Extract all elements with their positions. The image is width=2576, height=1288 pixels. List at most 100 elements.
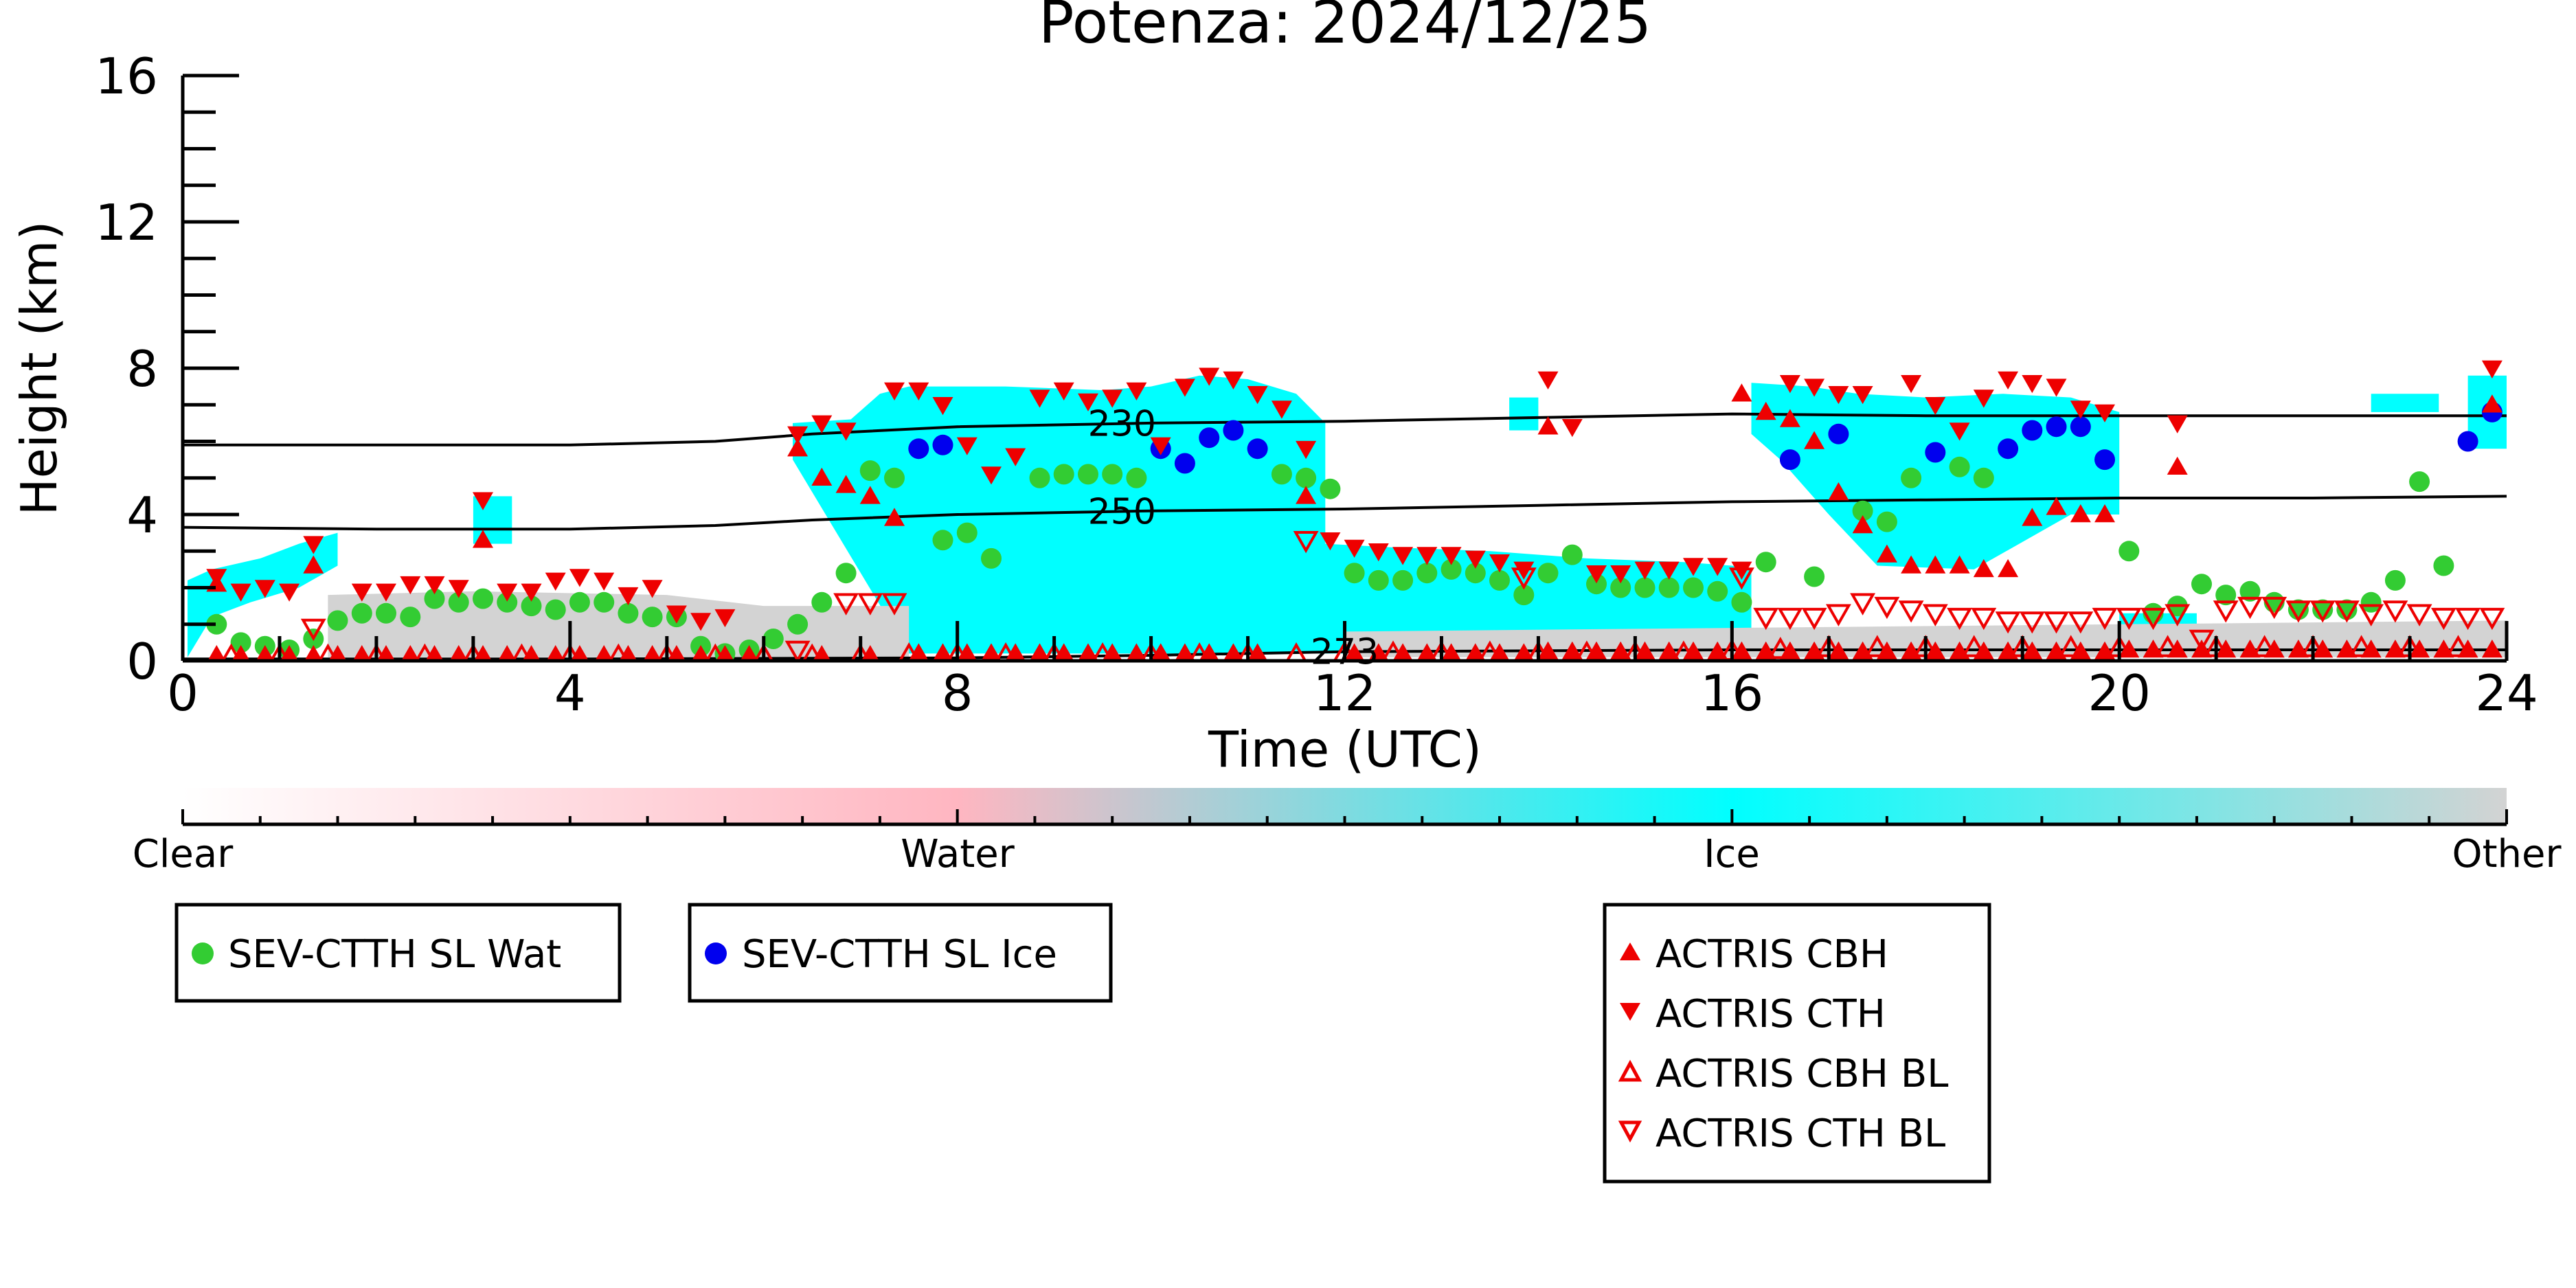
point-sev-ctth-sl-wat (1296, 467, 1317, 488)
point-actris-cth-bl (1898, 600, 1924, 623)
point-sev-ctth-sl-wat (230, 632, 251, 653)
point-actris-cbh-bl (754, 643, 774, 661)
point-actris-cbh (1126, 643, 1147, 661)
point-actris-cth (448, 580, 469, 598)
chart-title: Potenza: 2024/12/25 (1039, 0, 1651, 57)
point-actris-cth (714, 609, 736, 628)
point-actris-cth (1368, 543, 1389, 562)
point-sev-ctth-sl-ice (2046, 416, 2067, 438)
point-actris-cth (884, 382, 905, 400)
point-sev-ctth-sl-wat (351, 602, 372, 624)
point-actris-cbh (932, 643, 953, 661)
point-actris-cbh (1344, 643, 1365, 661)
point-sev-ctth-sl-wat (2384, 569, 2406, 591)
point-actris-cbh (1634, 641, 1656, 659)
point-actris-cbh-bl (1381, 640, 1405, 661)
point-actris-cth-bl (2213, 600, 2239, 623)
point-sev-ctth-sl-wat (400, 607, 421, 628)
point-actris-cth-bl (1293, 531, 1319, 554)
point-actris-cbh (595, 645, 613, 661)
point-actris-cbh (1779, 641, 1800, 659)
point-actris-cbh (1731, 641, 1752, 659)
point-actris-cth (424, 576, 445, 595)
legend-marker-sev-wat (192, 942, 214, 964)
point-actris-cbh (1199, 643, 1219, 661)
point-actris-cbh (1029, 643, 1050, 661)
point-sev-ctth-sl-ice (1199, 427, 1220, 449)
point-actris-cth-bl (2019, 611, 2045, 634)
x-tick-label: 8 (942, 664, 973, 722)
point-actris-cth (1973, 389, 1994, 408)
point-actris-cbh (1440, 643, 1462, 661)
point-actris-cth (1852, 386, 1873, 405)
point-actris-cth (981, 466, 1002, 485)
point-actris-cbh (2167, 640, 2188, 658)
point-actris-cbh (811, 467, 833, 486)
point-sev-ctth-sl-ice (908, 438, 929, 460)
point-actris-cbh-bl (947, 642, 969, 661)
region-ice (1509, 397, 1539, 431)
point-sev-ctth-sl-wat (1513, 585, 1535, 606)
point-actris-cbh (2167, 456, 2188, 475)
y-tick-label: 4 (126, 486, 158, 544)
point-actris-cth-bl (1971, 607, 1997, 631)
point-actris-cbh (1392, 643, 1413, 661)
point-actris-cth (1489, 554, 1510, 573)
point-actris-cbh (303, 555, 324, 574)
region-ice (793, 375, 1752, 654)
point-sev-ctth-sl-wat (1876, 511, 1897, 532)
point-actris-cbh-bl (850, 643, 871, 661)
point-actris-cth-bl (2237, 596, 2263, 620)
point-actris-cbh-bl (608, 643, 629, 661)
point-actris-cth (1078, 393, 1098, 411)
point-sev-ctth-sl-wat (1634, 577, 1656, 598)
point-sev-ctth-sl-wat (2360, 591, 2382, 613)
region-ice (188, 532, 338, 657)
point-actris-cth (351, 583, 372, 602)
colorbar-ticks (181, 809, 2508, 826)
point-actris-cth (1537, 371, 1559, 389)
point-actris-cth-bl (1728, 567, 1754, 590)
legend-label-cth-bl: ACTRIS CTH BL (1656, 1111, 1945, 1156)
point-actris-cbh-bl (414, 643, 435, 661)
point-actris-cth-bl (2165, 604, 2191, 626)
point-actris-cth (2481, 360, 2502, 379)
region-ice (2371, 394, 2439, 412)
legend-box (1603, 903, 1991, 1184)
point-actris-cbh-bl (269, 643, 290, 661)
isotherm-250 (183, 495, 2507, 531)
point-actris-cbh (1586, 641, 1607, 659)
point-actris-cbh-bl (463, 643, 484, 661)
colorbar: Clear Water Ice Other (133, 788, 2562, 877)
isotherm-label-230: 230 (1088, 404, 1156, 445)
point-actris-cbh (1949, 555, 1970, 574)
point-sev-ctth-sl-wat (932, 530, 953, 551)
point-actris-cth (1247, 386, 1268, 405)
point-actris-cth (2022, 375, 2043, 394)
point-sev-ctth-sl-wat (594, 591, 615, 613)
point-sev-ctth-sl-ice (932, 434, 953, 455)
point-actris-cbh (1537, 641, 1559, 659)
point-actris-cth (473, 492, 493, 510)
legend-label-cbh: ACTRIS CBH (1656, 932, 1888, 977)
point-actris-cth-bl (1753, 607, 1779, 631)
point-actris-cth-bl (833, 593, 859, 615)
point-sev-ctth-sl-wat (2119, 541, 2140, 562)
point-sev-ctth-sl-wat (1465, 563, 1486, 584)
point-actris-cbh (1151, 643, 1171, 661)
point-actris-cth (279, 583, 300, 602)
point-actris-cth-bl (2285, 600, 2312, 623)
point-actris-cbh (1804, 431, 1825, 449)
legend-marker-cth-bl (1618, 1120, 1642, 1143)
point-sev-ctth-sl-wat (1658, 577, 1680, 598)
point-actris-cth (908, 382, 929, 400)
point-actris-cth (1949, 422, 1970, 441)
point-actris-cbh-bl (1092, 642, 1114, 661)
point-actris-cbh-bl (1623, 640, 1647, 661)
point-actris-cbh (2046, 497, 2067, 515)
point-actris-cth (1998, 371, 2019, 389)
point-sev-ctth-sl-wat (569, 591, 590, 613)
point-actris-cth-bl (1777, 607, 1803, 631)
point-actris-cbh (546, 645, 565, 661)
point-actris-cbh-bl (995, 642, 1017, 661)
